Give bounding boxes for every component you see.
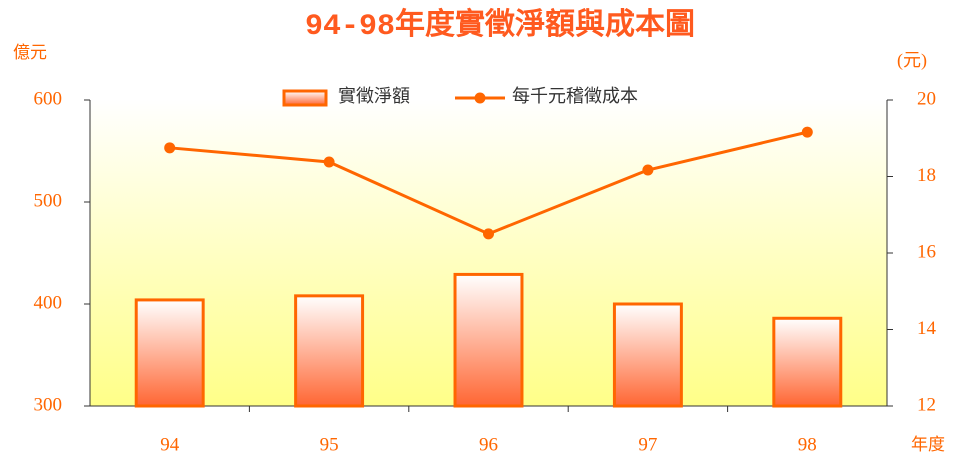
chart-title: 94-98年度實徵淨額與成本圖 bbox=[305, 7, 695, 44]
y2-tick-label: 14 bbox=[917, 318, 937, 339]
line-marker bbox=[164, 142, 176, 154]
bar bbox=[772, 316, 843, 408]
bar bbox=[453, 272, 524, 408]
x-tick-label: 95 bbox=[320, 434, 339, 455]
line-marker bbox=[483, 228, 494, 240]
y2-tick-label: 12 bbox=[917, 394, 936, 415]
x-tick-label: 96 bbox=[479, 434, 498, 455]
y2-tick-label: 18 bbox=[917, 165, 936, 186]
line-marker bbox=[801, 126, 813, 138]
y-tick-label: 600 bbox=[34, 88, 63, 109]
y2-axis-label: (元) bbox=[897, 50, 927, 71]
bar bbox=[134, 298, 205, 408]
line-marker bbox=[642, 164, 654, 176]
y-tick-label: 400 bbox=[34, 292, 63, 313]
bar bbox=[294, 294, 365, 408]
x-axis-label: 年度 bbox=[911, 435, 945, 454]
legend-label: 每千元稽徵成本 bbox=[512, 86, 638, 106]
y2-tick-label: 20 bbox=[917, 88, 936, 109]
y2-tick-label: 16 bbox=[917, 241, 936, 262]
legend-label: 實徵淨額 bbox=[338, 86, 410, 106]
legend-marker bbox=[474, 92, 486, 104]
x-tick-label: 97 bbox=[638, 434, 657, 455]
bar bbox=[612, 302, 683, 408]
y-axis-label: 億元 bbox=[13, 43, 47, 62]
x-tick-label: 98 bbox=[798, 434, 817, 455]
line-marker bbox=[323, 156, 335, 168]
y-tick-label: 300 bbox=[34, 394, 63, 415]
x-tick-label: 94 bbox=[160, 434, 180, 455]
legend-swatch bbox=[282, 89, 328, 107]
y-tick-label: 500 bbox=[34, 190, 63, 211]
